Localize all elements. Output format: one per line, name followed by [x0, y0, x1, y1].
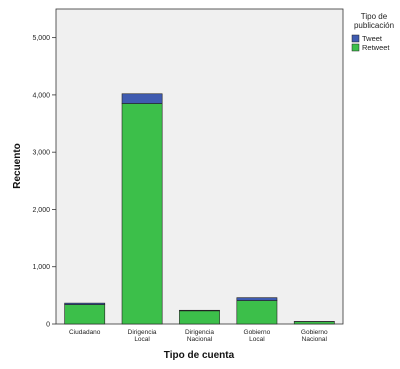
- bar-retweet: [64, 304, 106, 325]
- legend-label-tweet: Tweet: [362, 34, 383, 43]
- legend-title: Tipo de: [361, 12, 388, 21]
- x-tick-label: Ciudadano: [69, 329, 101, 336]
- y-tick-label: 1,000: [32, 264, 50, 271]
- bar-retweet: [121, 103, 163, 325]
- x-tick-label: Local: [249, 336, 265, 343]
- x-tick-label: Dirigencia: [128, 329, 157, 336]
- x-tick-label: Nacional: [302, 336, 328, 343]
- x-tick-label: Dirigencia: [185, 329, 214, 336]
- bar-retweet: [293, 321, 335, 325]
- bars-group: [64, 93, 335, 325]
- x-axis-title: Tipo de cuenta: [164, 350, 235, 361]
- y-tick-label: 4,000: [32, 92, 50, 99]
- bar-tweet: [236, 297, 278, 301]
- y-axis: 0 1,000 2,000 3,000 4,000 5,000: [32, 35, 56, 329]
- bar-tweet: [179, 309, 220, 312]
- legend-title: publicación: [354, 21, 394, 30]
- bar-retweet: [236, 300, 278, 325]
- y-tick-label: 5,000: [32, 35, 50, 42]
- bar-retweet: [179, 310, 220, 325]
- legend-swatch-retweet: [351, 43, 360, 52]
- y-tick-label: 2,000: [32, 207, 50, 214]
- x-axis: Ciudadano DirigenciaLocalDirigenciaNacion…: [69, 329, 328, 343]
- y-tick-label: 3,000: [32, 150, 50, 157]
- legend-swatch-tweet: [351, 34, 360, 43]
- y-tick-label: 0: [46, 322, 50, 329]
- plot-area: [55, 8, 344, 325]
- x-tick-label: Local: [134, 336, 150, 343]
- x-tick-label: Nacional: [187, 336, 213, 343]
- x-tick-label: Gobierno: [244, 329, 271, 336]
- x-tick-label: Gobierno: [301, 329, 328, 336]
- bar-tweet: [121, 93, 163, 104]
- legend-label-retweet: Retweet: [362, 43, 390, 52]
- bar-tweet: [64, 302, 106, 305]
- y-axis-title: Recuento: [12, 143, 23, 189]
